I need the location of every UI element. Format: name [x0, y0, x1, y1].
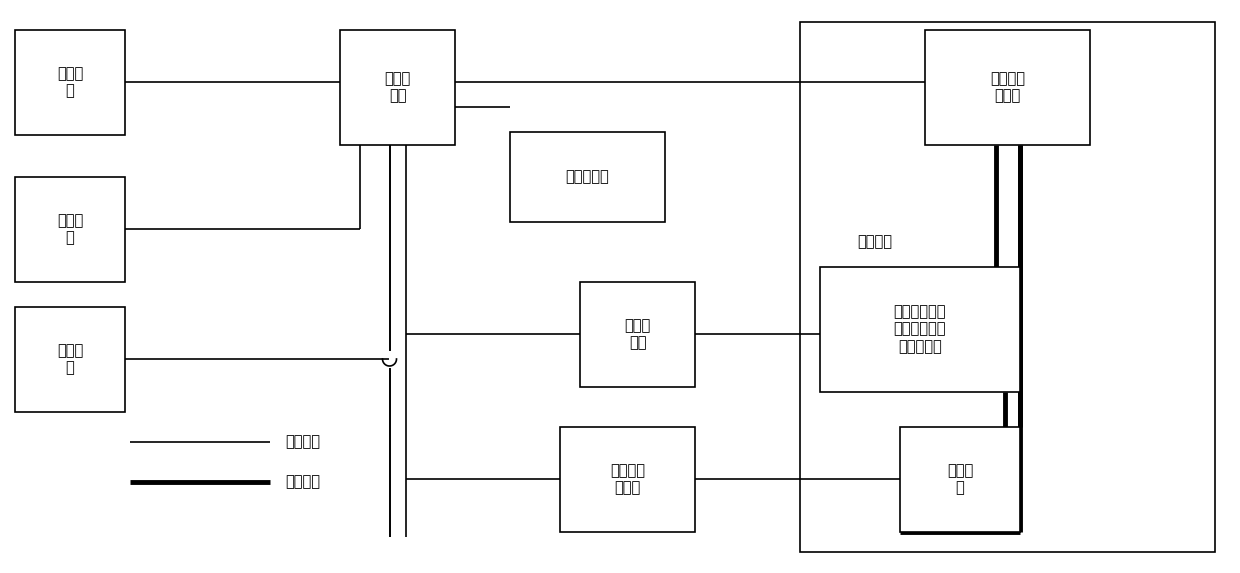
Text: 空调系统（高
压空压机、高
压制热器）: 空调系统（高 压空压机、高 压制热器） — [894, 304, 946, 354]
Bar — [580, 281, 694, 387]
Text: 换挡机
构: 换挡机 构 — [57, 213, 83, 245]
Bar — [820, 266, 1021, 391]
Bar — [15, 307, 125, 411]
Text: 信号连接: 信号连接 — [285, 434, 320, 449]
Text: 动力电池: 动力电池 — [858, 234, 893, 249]
Bar — [560, 426, 694, 532]
Bar — [15, 29, 125, 135]
Text: 压力传感器: 压力传感器 — [565, 169, 609, 184]
Text: 驱动系
统: 驱动系 统 — [947, 463, 973, 495]
Text: 动力电池
控制器: 动力电池 控制器 — [990, 71, 1025, 103]
Bar — [340, 29, 455, 144]
Text: 整车控
制器: 整车控 制器 — [384, 71, 410, 103]
Text: 空调控
制器: 空调控 制器 — [625, 318, 651, 350]
Bar — [925, 29, 1090, 144]
Bar — [510, 131, 665, 222]
Bar — [800, 22, 1215, 551]
Text: 空调面
板: 空调面 板 — [57, 343, 83, 375]
Text: 制动踏
板: 制动踏 板 — [57, 66, 83, 98]
Text: 驱动系统
控制器: 驱动系统 控制器 — [610, 463, 645, 495]
Bar — [15, 176, 125, 281]
Bar — [900, 426, 1021, 532]
Text: 高压连接: 高压连接 — [285, 474, 320, 489]
